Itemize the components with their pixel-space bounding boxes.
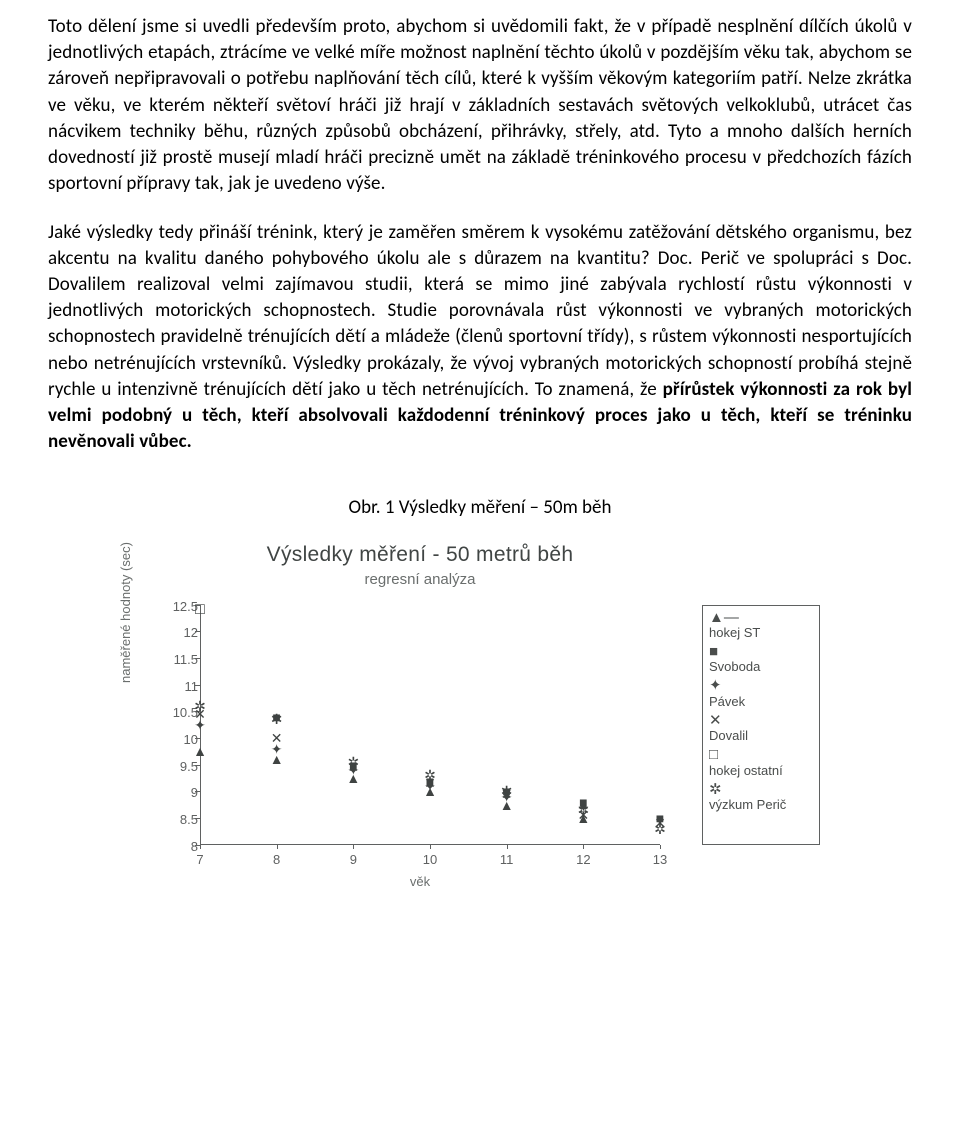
legend-label: hokej ST [707,626,815,641]
chart-subtitle: regresní analýza [130,571,710,588]
xtick-mark [430,845,431,849]
xtick-mark [200,845,201,849]
xtick-label: 9 [343,852,363,867]
legend-symbol: ✲ [707,782,815,799]
legend-label: výzkum Perič [707,798,815,813]
legend-label: Pávek [707,695,815,710]
ytick-label: 12 [164,625,198,640]
legend-symbol: ■ [707,644,815,661]
xtick-label: 7 [190,852,210,867]
legend-symbol: ✕ [707,713,815,730]
legend-label: Dovalil [707,729,815,744]
paragraph-2-text: Jaké výsledky tedy přináší trénink, kter… [48,221,912,401]
chart-title: Výsledky měření - 50 metrů běh [130,543,710,567]
ytick-label: 11 [164,679,198,694]
chart-point: ✕ [271,731,283,745]
chart-plot-area [200,605,660,845]
paragraph-2: Jaké výsledky tedy přináší trénink, kter… [48,220,912,456]
xtick-mark [660,845,661,849]
ytick-label: 9 [164,785,198,800]
legend-symbol: ▲— [707,610,815,627]
paragraph-1: Toto dělení jsme si uvedli především pro… [48,14,912,198]
chart-point: ✲ [194,699,206,713]
ytick-mark [195,738,200,739]
xtick-mark [277,845,278,849]
ytick-label: 11.5 [164,652,198,667]
ytick-mark [195,658,200,659]
xtick-mark [507,845,508,849]
chart-point: ✲ [347,755,359,769]
legend-label: hokej ostatní [707,764,815,779]
chart-point: ✲ [271,712,283,726]
legend-symbol: □ [707,747,815,764]
chart-point: ✲ [424,768,436,782]
chart-point: ✲ [654,822,666,836]
figure-caption-wrap: Obr. 1 Výsledky měření – 50m běh [48,496,912,519]
ytick-mark [195,818,200,819]
chart-ylabel: naměřené hodnoty (sec) [118,542,133,683]
ytick-mark [195,631,200,632]
ytick-mark [195,791,200,792]
ytick-mark [195,685,200,686]
xtick-mark [583,845,584,849]
xtick-label: 11 [497,852,517,867]
legend-label: Svoboda [707,660,815,675]
ytick-label: 8.5 [164,812,198,827]
xtick-mark [353,845,354,849]
figure-caption: Obr. 1 Výsledky měření – 50m běh [349,496,612,519]
xtick-label: 13 [650,852,670,867]
chart-xlabel: věk [130,874,710,889]
chart-point: ▲ [193,744,207,758]
chart-point: ✲ [501,784,513,798]
chart-point: □ [195,602,205,618]
xtick-label: 8 [267,852,287,867]
ytick-label: 9.5 [164,759,198,774]
xtick-label: 12 [573,852,593,867]
legend-symbol: ✦ [707,678,815,695]
chart-50m-run: Výsledky měření - 50 metrů běh regresní … [130,543,830,883]
ytick-mark [195,765,200,766]
document-page: Toto dělení jsme si uvedli především pro… [0,0,960,903]
chart-legend: ▲—hokej ST ■Svoboda ✦Pávek ✕Dovalil □hokej o… [702,605,820,845]
chart-point: ✲ [577,803,589,817]
ytick-label: 10.5 [164,705,198,720]
xtick-label: 10 [420,852,440,867]
ytick-label: 12.5 [164,599,198,614]
